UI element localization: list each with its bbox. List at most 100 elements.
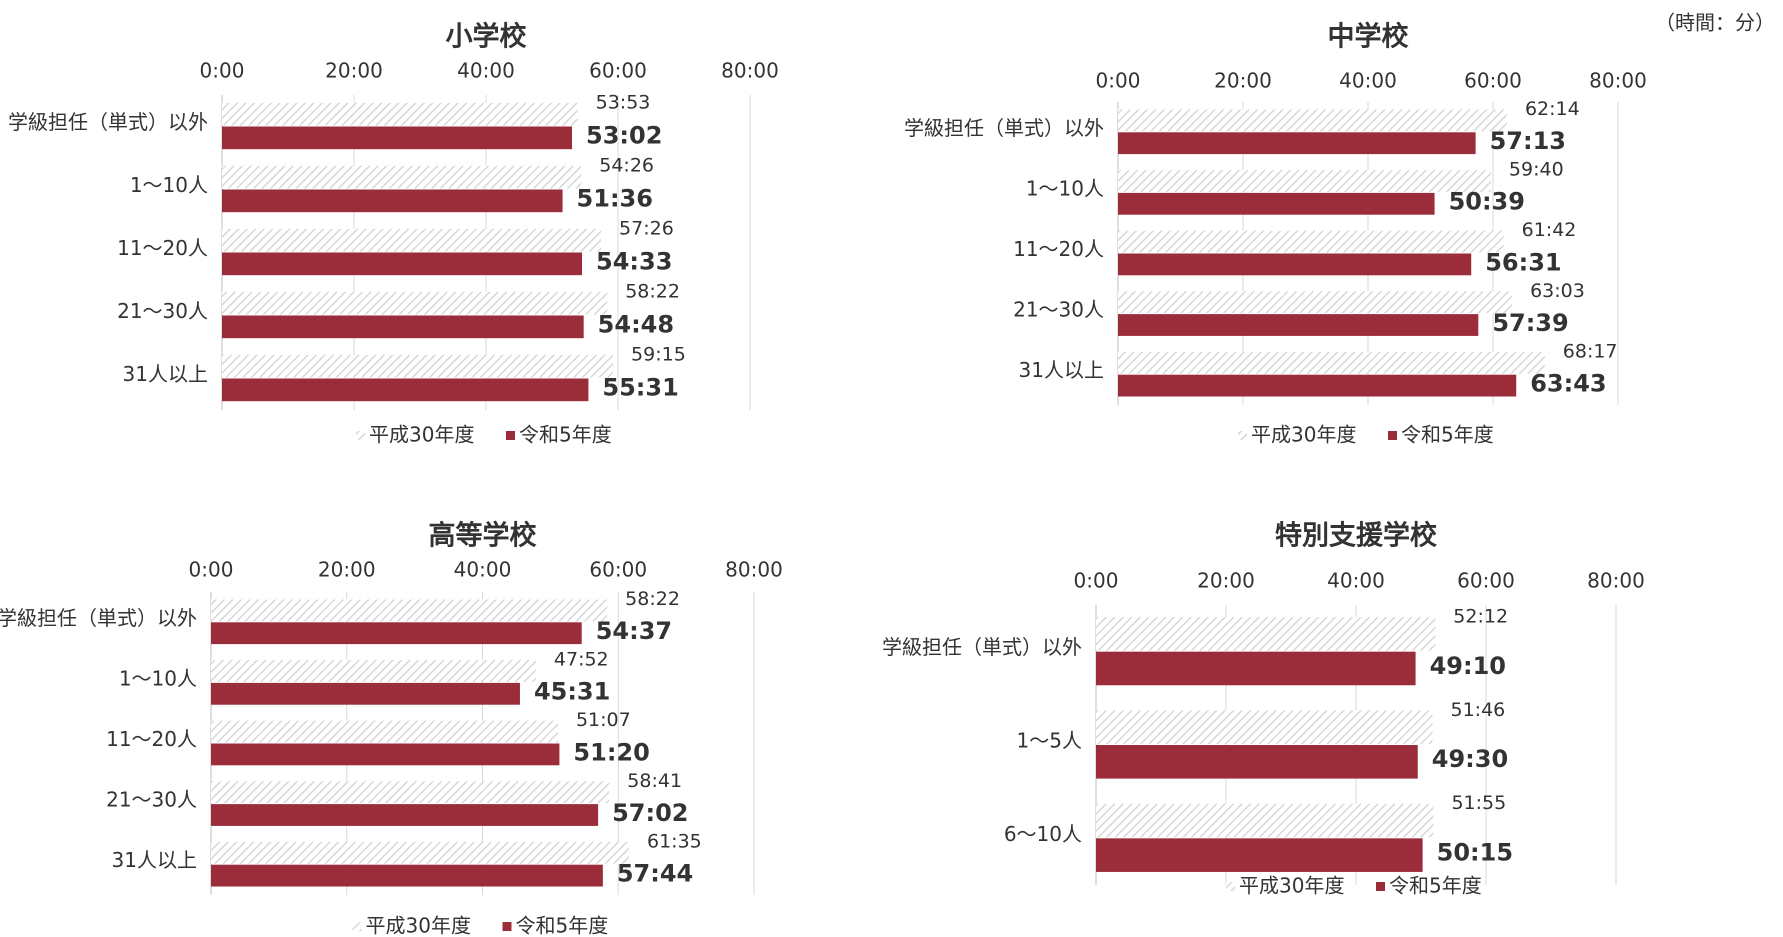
x-tick-label: 60:00 <box>1457 569 1515 593</box>
bar <box>1118 109 1507 132</box>
y-tick-label: 6～10人 <box>1004 822 1082 846</box>
x-tick-label: 20:00 <box>325 59 383 83</box>
bar <box>222 189 563 213</box>
value-label: 54:26 <box>599 154 654 176</box>
value-label: 47:52 <box>554 649 609 671</box>
value-label: 52:12 <box>1453 606 1508 628</box>
x-tick-label: 80:00 <box>725 558 783 582</box>
bar <box>222 291 608 315</box>
bar <box>1096 651 1416 686</box>
x-tick-label: 40:00 <box>454 558 512 582</box>
legend-label: 平成30年度 <box>366 914 471 937</box>
bar <box>1096 838 1423 872</box>
legend-swatch <box>356 431 365 440</box>
legend-label: 平成30年度 <box>369 423 474 447</box>
x-tick-label: 40:00 <box>1339 69 1397 93</box>
value-label: 56:31 <box>1485 248 1561 276</box>
bar <box>222 315 584 339</box>
legend-swatch <box>502 922 512 931</box>
bar <box>222 165 582 189</box>
bar <box>1118 374 1517 397</box>
chart-title: 特別支援学校 <box>1275 520 1437 552</box>
legend-label: 令和5年度 <box>1389 874 1482 898</box>
bar <box>1096 617 1436 651</box>
value-label: 57:02 <box>612 799 688 827</box>
y-tick-label: 学級担任（単式）以外 <box>904 116 1104 140</box>
value-label: 61:42 <box>1522 219 1577 241</box>
value-label: 68:17 <box>1563 340 1618 362</box>
legend-swatch <box>1388 431 1397 440</box>
value-label: 57:39 <box>1492 309 1568 337</box>
x-tick-label: 20:00 <box>318 558 376 582</box>
value-label: 49:30 <box>1432 745 1508 773</box>
bar <box>211 804 599 826</box>
value-label: 51:20 <box>573 738 649 766</box>
bar <box>1096 710 1433 744</box>
y-tick-label: 1～5人 <box>1017 729 1082 753</box>
x-tick-label: 0:00 <box>189 558 234 582</box>
value-label: 53:53 <box>596 91 651 113</box>
bar <box>211 864 603 887</box>
y-tick-label: 1～10人 <box>1026 176 1104 200</box>
x-tick-label: 80:00 <box>1589 69 1647 93</box>
legend-label: 令和5年度 <box>1401 423 1494 447</box>
value-label: 51:07 <box>576 709 631 731</box>
y-tick-label: 31人以上 <box>112 848 197 872</box>
bar <box>1118 291 1513 314</box>
y-tick-label: 1～10人 <box>130 173 208 197</box>
legend-swatch <box>1226 882 1235 891</box>
unit-note: （時間：分） <box>1655 11 1775 35</box>
bar <box>1096 745 1418 779</box>
bar <box>222 228 602 252</box>
bar <box>211 599 608 622</box>
value-label: 57:26 <box>619 217 674 239</box>
bar <box>222 354 614 378</box>
value-label: 50:39 <box>1449 188 1525 216</box>
bar <box>1118 351 1545 374</box>
y-tick-label: 11～20人 <box>106 727 197 751</box>
bar <box>211 781 610 804</box>
value-label: 63:03 <box>1530 280 1585 302</box>
legend-swatch <box>352 922 362 931</box>
bar <box>222 378 589 402</box>
bar <box>1118 192 1435 215</box>
bar <box>222 102 578 126</box>
value-label: 63:43 <box>1530 370 1606 398</box>
bar <box>1118 253 1472 276</box>
bar <box>1118 132 1476 155</box>
x-tick-label: 40:00 <box>1327 569 1385 593</box>
y-tick-label: 21～30人 <box>106 788 197 812</box>
value-label: 51:36 <box>577 185 653 213</box>
bar <box>222 126 573 150</box>
bar <box>211 660 536 682</box>
bar <box>211 622 582 645</box>
legend-label: 令和5年度 <box>519 423 612 447</box>
legend-swatch <box>506 431 515 440</box>
value-label: 54:37 <box>596 617 672 645</box>
y-tick-label: 学級担任（単式）以外 <box>882 635 1082 659</box>
value-label: 61:35 <box>647 830 702 852</box>
x-tick-label: 0:00 <box>1074 569 1119 593</box>
y-tick-label: 31人以上 <box>123 362 208 386</box>
value-label: 57:13 <box>1490 127 1566 155</box>
value-label: 57:44 <box>617 860 693 888</box>
bar <box>222 252 583 276</box>
y-tick-label: 11～20人 <box>1013 237 1104 261</box>
bar <box>211 841 629 864</box>
legend-swatch <box>1238 431 1247 440</box>
value-label: 62:14 <box>1525 98 1580 120</box>
bar <box>1096 803 1434 838</box>
x-tick-label: 0:00 <box>200 59 245 83</box>
bar <box>1118 314 1479 336</box>
y-tick-label: 31人以上 <box>1019 358 1104 382</box>
bar <box>1118 230 1504 253</box>
value-label: 59:40 <box>1509 159 1564 181</box>
x-tick-label: 80:00 <box>721 59 779 83</box>
x-tick-label: 60:00 <box>589 558 647 582</box>
legend-label: 平成30年度 <box>1239 874 1344 898</box>
value-label: 54:48 <box>598 311 674 339</box>
value-label: 58:41 <box>627 770 682 792</box>
legend-swatch <box>1376 882 1385 891</box>
x-tick-label: 60:00 <box>589 59 647 83</box>
